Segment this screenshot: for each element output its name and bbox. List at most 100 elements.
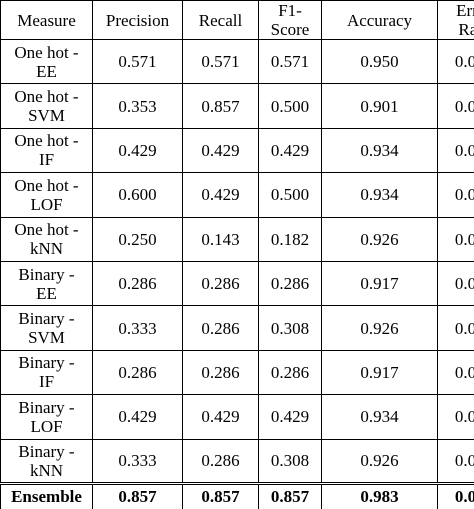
cell-line: LOF [30, 416, 63, 436]
header-cell: Measure [0, 0, 93, 40]
row-label: Binary - LOF [0, 394, 93, 440]
cell-line: Binary - [18, 397, 75, 417]
value-cell: 0.308 [258, 438, 322, 484]
value-cell: 0.074 [437, 216, 474, 262]
value-cell: 0.182 [258, 216, 322, 262]
value-cell: 0.926 [321, 216, 438, 262]
value-cell: 0.429 [258, 127, 322, 174]
value-cell: 0.917 [321, 349, 438, 396]
row-label: One hot - EE [0, 38, 93, 85]
cell-line: Binary - [18, 441, 75, 461]
cell-line: Binary - [18, 353, 75, 373]
header-cell: Precision [92, 0, 183, 40]
value-cell: 0.950 [321, 38, 438, 85]
row-label: One hot - IF [0, 127, 93, 174]
value-cell: 0.286 [182, 349, 259, 396]
header-cell: F1- Score [258, 0, 322, 40]
cell-line: One hot - [14, 131, 79, 151]
value-cell: 0.286 [92, 349, 183, 396]
row-label: Ensemble [0, 481, 93, 509]
value-cell: 0.286 [258, 260, 322, 307]
value-cell: 0.500 [258, 172, 322, 218]
value-cell: 0.857 [92, 481, 183, 509]
cell-line: IF [38, 372, 55, 392]
value-cell: 0.934 [321, 172, 438, 218]
cell-line: One hot - [14, 87, 79, 107]
value-cell: 0.074 [437, 305, 474, 351]
value-cell: 0.917 [321, 260, 438, 307]
value-cell: 0.901 [321, 83, 438, 129]
row-label: One hot - LOF [0, 172, 93, 218]
row-label: One hot - kNN [0, 216, 93, 262]
row-label: Binary - kNN [0, 438, 93, 484]
cell-line: EE [36, 283, 57, 303]
cell-line: kNN [29, 460, 64, 480]
value-cell: 0.857 [182, 481, 259, 509]
value-cell: 0.143 [182, 216, 259, 262]
value-cell: 0.934 [321, 394, 438, 440]
header-cell: Recall [182, 0, 259, 40]
cell-line: One hot - [14, 220, 79, 240]
header-row: Measure Precision Recall F1- Score Accuracy Er… [0, 0, 474, 40]
value-cell: 0.353 [92, 83, 183, 129]
value-cell: 0.333 [92, 438, 183, 484]
value-cell: 0.250 [92, 216, 183, 262]
cell-line: SVM [28, 106, 65, 126]
value-cell: 0.857 [258, 481, 322, 509]
value-cell: 0.500 [258, 83, 322, 129]
cell-line: IF [38, 150, 55, 170]
cell-line: Binary - [18, 264, 75, 284]
value-cell: 0.066 [437, 394, 474, 440]
value-cell: 0.429 [258, 394, 322, 440]
cell-line: kNN [29, 239, 64, 259]
cell-line: Score [270, 20, 310, 39]
value-cell: 0.333 [92, 305, 183, 351]
value-cell: 0.066 [437, 172, 474, 218]
value-cell: 0.429 [182, 172, 259, 218]
cell-line: SVM [28, 328, 65, 348]
cell-line: Rate [458, 20, 474, 39]
value-cell: 0.429 [182, 394, 259, 440]
cell-line: One hot - [14, 42, 79, 62]
value-cell: 0.600 [92, 172, 183, 218]
value-cell: 0.286 [92, 260, 183, 307]
value-cell: 0.571 [92, 38, 183, 85]
value-cell: 0.074 [437, 438, 474, 484]
value-cell: 0.083 [437, 349, 474, 396]
row-label: Binary - EE [0, 260, 93, 307]
value-cell: 0.429 [182, 127, 259, 174]
value-cell: 0.571 [182, 38, 259, 85]
value-cell: 0.286 [182, 305, 259, 351]
value-cell: 0.066 [437, 127, 474, 174]
cell-line: Error [456, 1, 474, 20]
cell-line: F1- [278, 1, 302, 20]
value-cell: 0.571 [258, 38, 322, 85]
value-cell: 0.050 [437, 38, 474, 85]
cell-line: One hot - [14, 175, 79, 195]
cell-line: Binary - [18, 309, 75, 329]
value-cell: 0.308 [258, 305, 322, 351]
value-cell: 0.857 [182, 83, 259, 129]
value-cell: 0.983 [321, 481, 438, 509]
header-cell: Accuracy [321, 0, 438, 40]
value-cell: 0.926 [321, 305, 438, 351]
header-cell: ErrorRate [437, 0, 474, 40]
row-label: Binary - SVM [0, 305, 93, 351]
value-cell: 0.429 [92, 394, 183, 440]
value-cell: 0.286 [258, 349, 322, 396]
value-cell: 0.017 [437, 481, 474, 509]
cell-line: LOF [30, 194, 63, 214]
value-cell: 0.926 [321, 438, 438, 484]
